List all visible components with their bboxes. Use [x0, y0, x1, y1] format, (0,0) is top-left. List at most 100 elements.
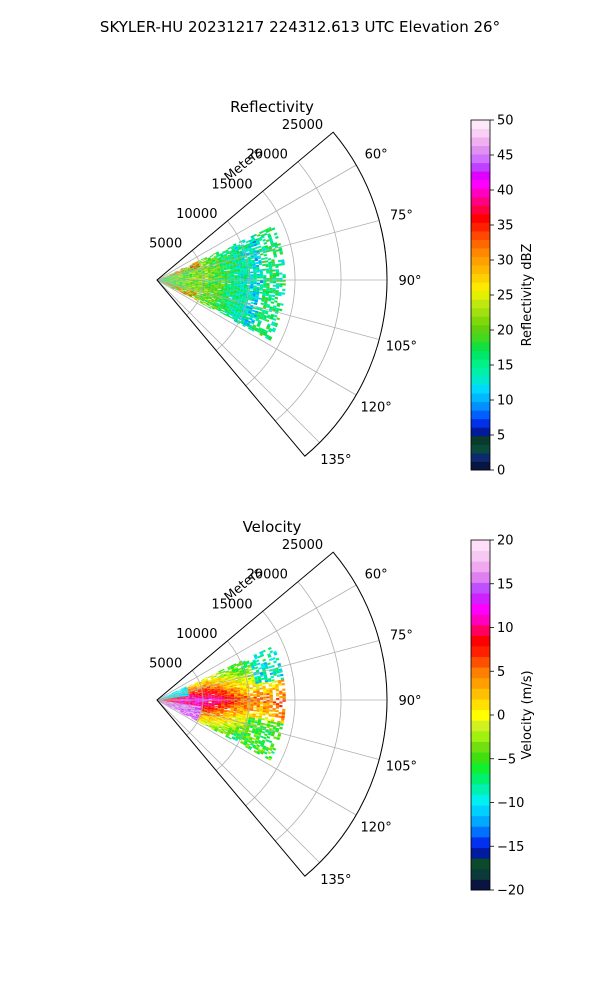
- radar-gate: [255, 318, 259, 322]
- radar-gate: [256, 276, 260, 279]
- radar-gate: [231, 680, 236, 683]
- radar-gate: [224, 695, 228, 698]
- radar-gate: [213, 265, 217, 267]
- angle-tick-label: 75°: [390, 629, 413, 644]
- radar-gate: [233, 723, 237, 727]
- radar-gate: [214, 299, 218, 302]
- radar-gate: [179, 702, 183, 704]
- radar-gate: [227, 730, 232, 733]
- radar-gate: [277, 242, 281, 246]
- radar-gate: [282, 708, 286, 712]
- angle-tick-label: 120°: [360, 821, 391, 836]
- radar-gate: [184, 287, 188, 290]
- radar-gate: [240, 321, 244, 325]
- radar-gate: [191, 691, 195, 693]
- radar-gate: [188, 691, 192, 694]
- colorbar-segment: [471, 836, 490, 848]
- radar-gate: [192, 683, 196, 686]
- radar-gate: [217, 729, 221, 732]
- azimuth-gridline: [156, 699, 320, 863]
- radar-gate: [240, 303, 244, 306]
- radar-gate: [242, 322, 247, 326]
- radar-gate: [176, 281, 180, 283]
- radar-gate: [263, 751, 268, 755]
- radar-gate: [212, 715, 216, 718]
- radar-gate: [265, 239, 270, 243]
- radar-gate: [256, 690, 260, 693]
- colorbar-segment: [471, 826, 490, 838]
- radar-gate: [184, 270, 188, 272]
- radar-gate: [253, 663, 258, 667]
- radar-gate: [267, 337, 272, 341]
- radar-gate: [252, 659, 256, 663]
- radar-gate: [262, 318, 267, 321]
- radar-gate: [239, 305, 244, 309]
- radar-gate: [235, 735, 240, 738]
- radar-gate: [230, 675, 235, 678]
- radar-gate: [179, 699, 183, 700]
- radar-gate: [210, 290, 214, 293]
- radar-gate: [237, 692, 241, 695]
- radar-gate: [240, 271, 244, 273]
- radar-gate: [205, 700, 209, 702]
- radar-gate: [259, 285, 264, 288]
- radar-gate: [222, 251, 226, 254]
- radar-gate: [250, 285, 254, 287]
- radar-gate: [183, 267, 187, 269]
- radar-gate: [182, 282, 186, 283]
- radar-gate: [203, 267, 208, 269]
- radar-gate: [182, 279, 186, 280]
- radar-gate: [187, 710, 191, 713]
- radar-gate: [257, 322, 261, 326]
- radar-gate: [196, 685, 200, 688]
- radar-gate: [215, 306, 219, 310]
- radar-gate: [218, 307, 222, 310]
- radar-gate: [207, 289, 211, 291]
- radar-gate: [166, 695, 169, 697]
- radar-gate: [234, 738, 238, 742]
- radar-gate: [185, 692, 189, 694]
- radar-gate: [261, 257, 265, 261]
- radar-gate: [169, 276, 173, 278]
- radar-gate: [202, 295, 206, 298]
- radar-gate: [192, 293, 197, 296]
- radar-gate: [188, 284, 193, 286]
- radar-gate: [178, 692, 182, 694]
- radar-gate: [188, 286, 192, 288]
- radar-gate: [243, 697, 248, 699]
- radar-gate: [221, 299, 225, 302]
- radar-gate: [185, 704, 189, 706]
- radar-gate: [195, 294, 200, 297]
- radar-gate: [226, 714, 230, 716]
- radar-gate: [237, 696, 241, 698]
- radar-gate: [169, 277, 173, 279]
- radar-gate: [230, 245, 234, 249]
- radar-gate: [267, 323, 271, 327]
- radar-gate: [204, 688, 208, 691]
- radar-gate: [220, 721, 225, 724]
- radar-gate: [209, 714, 213, 717]
- radar-gate: [213, 729, 218, 732]
- radar-gate: [256, 723, 261, 726]
- radar-gate: [240, 692, 244, 694]
- radar-gate: [259, 288, 263, 291]
- radar-gate: [189, 278, 193, 280]
- radar-gate: [197, 708, 202, 711]
- radar-gate: [195, 295, 199, 298]
- radar-gate: [252, 306, 257, 310]
- radar-gate: [198, 270, 202, 273]
- radar-gate: [207, 267, 211, 269]
- radar-gate: [169, 697, 173, 699]
- radar-gate: [198, 704, 202, 706]
- colorbar-segment: [471, 128, 490, 138]
- radar-gate: [270, 733, 275, 737]
- radar-gate: [223, 731, 227, 735]
- radar-gate: [207, 688, 211, 691]
- radar-gate: [228, 736, 232, 740]
- colorbar-segment: [471, 162, 490, 172]
- radar-gate: [182, 697, 186, 698]
- radar-gate: [198, 287, 202, 289]
- radar-gate: [193, 686, 197, 689]
- radar-gate: [163, 282, 167, 284]
- radar-gate: [211, 259, 215, 262]
